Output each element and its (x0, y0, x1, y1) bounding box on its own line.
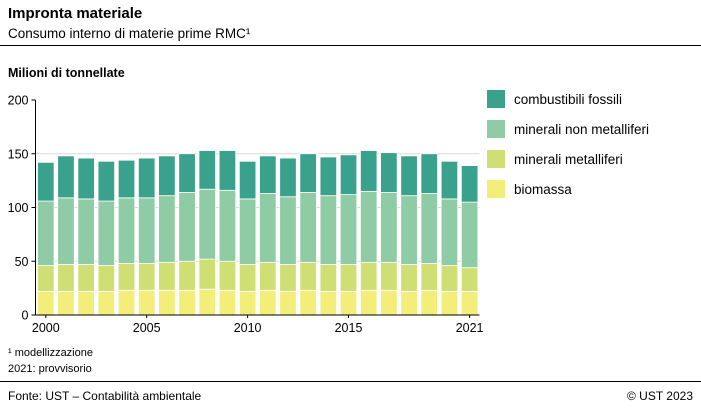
legend-swatch-biomassa (487, 180, 505, 198)
footnote-provvisorio: 2021: provvisorio (8, 362, 92, 375)
legend-swatch-combustibili-fossili (487, 90, 505, 108)
header-divider (0, 45, 701, 46)
svg-text:50: 50 (15, 255, 29, 269)
svg-text:2000: 2000 (32, 321, 60, 335)
legend-label-combustibili-fossili: combustibili fossili (514, 91, 623, 107)
legend-item-minerali-non-metalliferi: minerali non metalliferi (487, 120, 649, 138)
legend-item-combustibili-fossili: combustibili fossili (487, 90, 649, 108)
copyright-text: © UST 2023 (627, 389, 693, 403)
legend-label-minerali-metalliferi: minerali metalliferi (514, 151, 623, 167)
svg-text:2005: 2005 (133, 321, 161, 335)
svg-text:2021: 2021 (456, 321, 484, 335)
legend: combustibili fossili minerali non metall… (487, 90, 649, 210)
y-axis-title: Milioni di tonnellate (8, 66, 125, 80)
legend-label-minerali-non-metalliferi: minerali non metalliferi (514, 121, 650, 137)
header: Impronta materiale Consumo interno di ma… (8, 5, 693, 42)
stacked-bar-chart: 0 50 100 150 200 2000 2005 2010 2015 2021 (8, 94, 484, 336)
chart-area: 0 50 100 150 200 2000 2005 2010 2015 2021 (0, 88, 701, 344)
legend-item-biomassa: biomassa (487, 180, 649, 198)
page-title: Impronta materiale (8, 5, 143, 22)
footer: Fonte: UST – Contabilità ambientale © US… (8, 389, 693, 403)
legend-item-minerali-metalliferi: minerali metalliferi (487, 150, 649, 168)
footer-divider (0, 381, 701, 382)
legend-swatch-minerali-metalliferi (487, 150, 505, 168)
legend-label-biomassa: biomassa (514, 181, 572, 197)
svg-text:100: 100 (8, 201, 29, 215)
svg-text:150: 150 (8, 147, 29, 161)
source-text: Fonte: UST – Contabilità ambientale (8, 389, 202, 403)
svg-text:200: 200 (8, 94, 29, 108)
page-subtitle: Consumo interno di materie prime RMC¹ (8, 25, 251, 41)
footnote-modellizzazione: ¹ modellizzazione (8, 347, 93, 359)
svg-text:0: 0 (22, 309, 29, 323)
footnotes: ¹ modellizzazione 2021: provvisorio (8, 346, 93, 378)
svg-text:2010: 2010 (234, 321, 262, 335)
legend-swatch-minerali-non-metalliferi (487, 120, 505, 138)
svg-text:2015: 2015 (335, 321, 363, 335)
